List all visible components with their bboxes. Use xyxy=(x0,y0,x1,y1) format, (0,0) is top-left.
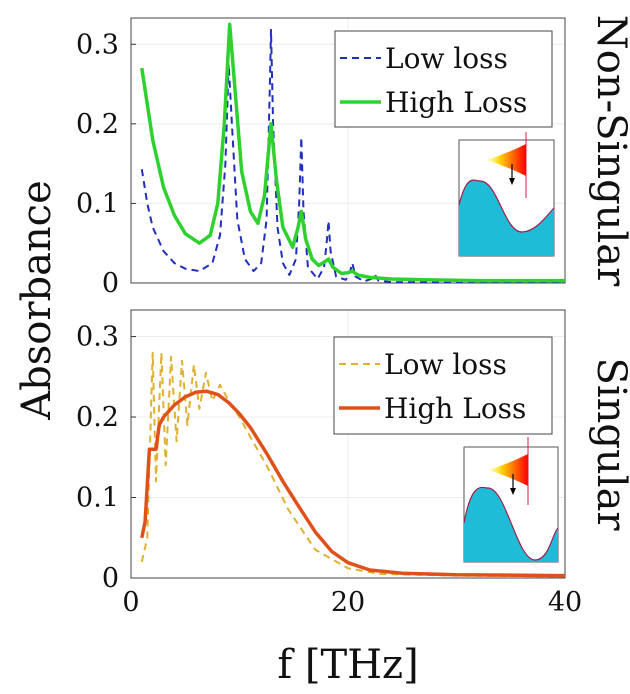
legend: Low loss High Loss xyxy=(334,30,553,128)
series-line-high-loss xyxy=(140,22,565,283)
y-axis-label: Absorbance xyxy=(14,180,60,421)
y-tick-label: 0 xyxy=(102,563,119,594)
inset-schematic xyxy=(458,132,555,257)
legend-label: High Loss xyxy=(385,86,527,119)
surface-outline xyxy=(458,179,555,233)
legend-label: High Loss xyxy=(384,392,526,425)
arrow-head xyxy=(509,178,515,185)
legend-label: Low loss xyxy=(384,348,507,381)
legend-box xyxy=(333,336,553,435)
panel-singular: 0 0.1 0.2 0.3 0 20 40 Low loss High Loss Singular xyxy=(76,309,630,618)
panel-label: Singular xyxy=(588,357,630,531)
arrow-head xyxy=(510,488,516,495)
series-line-low-loss xyxy=(140,351,566,578)
surface-profile xyxy=(464,487,558,562)
x-axis-label: f [THz] xyxy=(277,642,418,688)
series-line-high-loss xyxy=(140,389,566,578)
x-tick-label: 0 xyxy=(122,587,139,618)
series-line-low-loss xyxy=(140,28,565,284)
x-tick-label: 40 xyxy=(548,587,582,618)
axes-box xyxy=(130,309,566,579)
axes-box xyxy=(130,17,566,284)
beam-profile xyxy=(486,144,526,176)
panel-label: Non-Singular xyxy=(588,15,630,287)
beam-profile xyxy=(488,454,528,486)
y-tick-label: 0.3 xyxy=(76,322,119,353)
y-tick-label: 0 xyxy=(102,268,119,299)
y-tick-label: 0.2 xyxy=(76,109,119,140)
y-tick-label: 0.2 xyxy=(76,402,119,433)
x-tick-label: 20 xyxy=(331,587,365,618)
y-tick-label: 0.3 xyxy=(76,29,119,60)
legend-label: Low loss xyxy=(385,42,508,75)
surface-outline xyxy=(463,486,559,561)
legend: Low loss High Loss xyxy=(333,336,553,435)
legend-box xyxy=(334,30,553,128)
y-tick-label: 0.1 xyxy=(76,483,119,514)
panel-non-singular: 0 0.1 0.2 0.3 Low loss High Loss Non-Singular xyxy=(76,15,630,299)
inset-schematic xyxy=(463,437,559,563)
y-tick-label: 0.1 xyxy=(76,188,119,219)
